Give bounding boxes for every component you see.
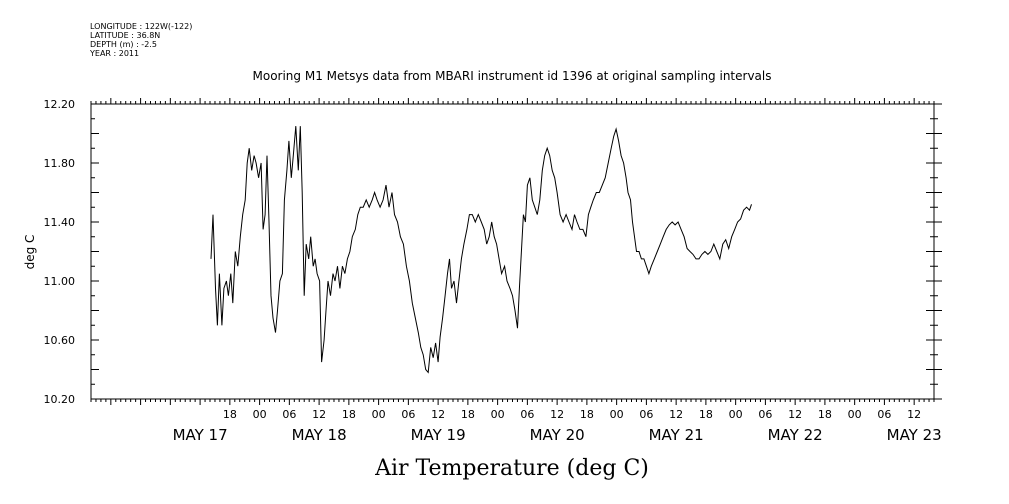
x-tick-label: 12: [669, 408, 683, 421]
longitude-label: LONGITUDE : 122W(-122): [90, 22, 193, 31]
metadata-block: LONGITUDE : 122W(-122) LATITUDE : 36.8N …: [90, 22, 192, 58]
x-tick-label: 06: [401, 408, 415, 421]
day-label: MAY 23: [887, 426, 942, 444]
depth-label: DEPTH (m) : -2.5: [90, 40, 157, 49]
year-label: YEAR : 2011: [90, 49, 140, 58]
y-tick-label: 11.80: [44, 157, 76, 170]
x-tick-label: 12: [788, 408, 802, 421]
axis-ticks: [90, 98, 942, 405]
x-tick-label: 06: [639, 408, 653, 421]
day-label: MAY 19: [411, 426, 466, 444]
x-tick-label: 06: [758, 408, 772, 421]
x-tick-label: 06: [282, 408, 296, 421]
air-temperature-series: [210, 126, 752, 374]
x-axis-title: Air Temperature (deg C): [374, 456, 649, 481]
day-label: MAY 22: [768, 426, 823, 444]
x-tick-label: 00: [610, 408, 624, 421]
x-tick-label: 00: [372, 408, 386, 421]
plot-frame: [90, 103, 935, 400]
y-tick-label: 11.00: [44, 275, 76, 288]
y-tick-label: 10.20: [44, 393, 76, 406]
x-tick-label: 06: [520, 408, 534, 421]
x-tick-label: 18: [818, 408, 832, 421]
x-tick-label: 18: [580, 408, 594, 421]
axis-labels: 18 00 06 12 18 00 06 12 18 00 06 12 18 00 06 12 18 00 06 12…: [44, 98, 942, 444]
y-tick-label: 11.40: [44, 216, 76, 229]
x-tick-label: 12: [550, 408, 564, 421]
y-tick-label: 10.60: [44, 334, 76, 347]
x-tick-label: 12: [907, 408, 921, 421]
x-tick-label: 12: [312, 408, 326, 421]
y-tick-label: 12.20: [44, 98, 76, 111]
y-axis-label: deg C: [23, 235, 37, 270]
x-tick-label: 18: [461, 408, 475, 421]
x-tick-label: 00: [491, 408, 505, 421]
x-tick-label: 06: [877, 408, 891, 421]
x-tick-label: 00: [848, 408, 862, 421]
day-label: MAY 17: [173, 426, 228, 444]
x-tick-label: 12: [431, 408, 445, 421]
x-tick-label: 00: [729, 408, 743, 421]
day-label: MAY 21: [649, 426, 704, 444]
x-tick-label: 18: [699, 408, 713, 421]
chart-title: Mooring M1 Metsys data from MBARI instru…: [253, 69, 772, 83]
day-label: MAY 20: [530, 426, 585, 444]
x-tick-label: 18: [223, 408, 237, 421]
x-tick-label: 18: [342, 408, 356, 421]
x-tick-label: 00: [253, 408, 267, 421]
day-label: MAY 18: [292, 426, 347, 444]
latitude-label: LATITUDE : 36.8N: [90, 31, 161, 40]
